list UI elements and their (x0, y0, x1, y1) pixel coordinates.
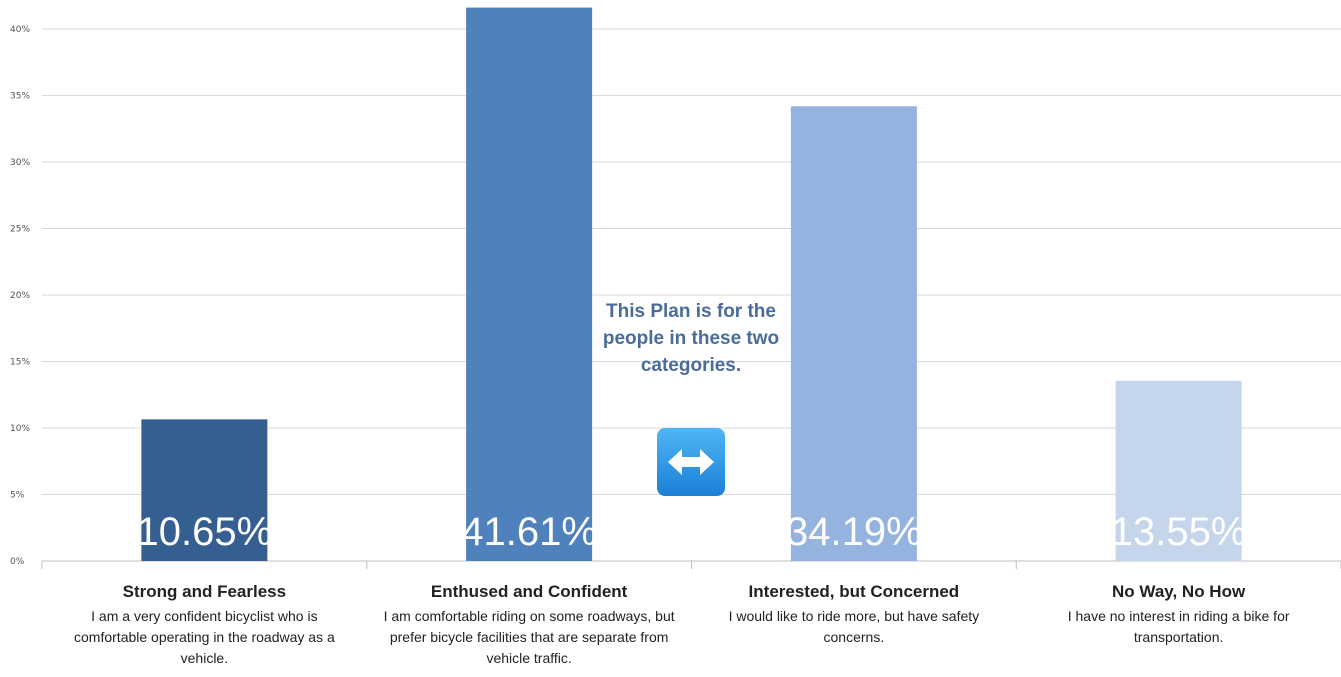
data-label: 13.55% (1111, 510, 1247, 554)
category-description: I am comfortable riding on some roadways… (383, 608, 675, 666)
y-tick-label: 5% (10, 491, 25, 501)
bar (1115, 380, 1242, 561)
y-tick-label: 35% (10, 92, 30, 102)
category-title: Enthused and Confident (430, 582, 628, 601)
y-tick-label: 40% (10, 25, 30, 35)
category-description: I would like to ride more, but have safe… (728, 608, 980, 645)
left-right-arrow-icon (657, 428, 725, 496)
data-label: 41.61% (461, 510, 597, 554)
y-tick-label: 30% (10, 158, 30, 168)
category-title: Strong and Fearless (122, 582, 287, 601)
category-description: I am a very confident bicyclist who is c… (74, 608, 335, 666)
y-tick-label: 15% (10, 358, 30, 368)
y-tick-label: 10% (10, 424, 30, 434)
bars (141, 7, 1242, 562)
category-description: I have no interest in riding a bike for … (1067, 608, 1290, 645)
data-label: 34.19% (786, 510, 922, 554)
y-axis-ticks: 0% 5% 10% 15% 20% 25% 30% 35% 40% (10, 25, 30, 567)
category-title: Interested, but Concerned (748, 582, 960, 601)
bar (466, 7, 593, 562)
y-tick-label: 0% (10, 557, 25, 567)
category-dividers (41, 561, 1341, 569)
category-title: No Way, No How (1112, 582, 1246, 601)
bar (790, 106, 917, 561)
y-tick-label: 20% (10, 291, 30, 301)
bar (141, 419, 268, 561)
data-labels: 10.65% 41.61% 34.19% 13.55% (137, 510, 1247, 554)
y-tick-label: 25% (10, 225, 30, 235)
data-label: 10.65% (137, 510, 273, 554)
plan-annotation: This Plan is for the people in these two… (602, 301, 780, 376)
